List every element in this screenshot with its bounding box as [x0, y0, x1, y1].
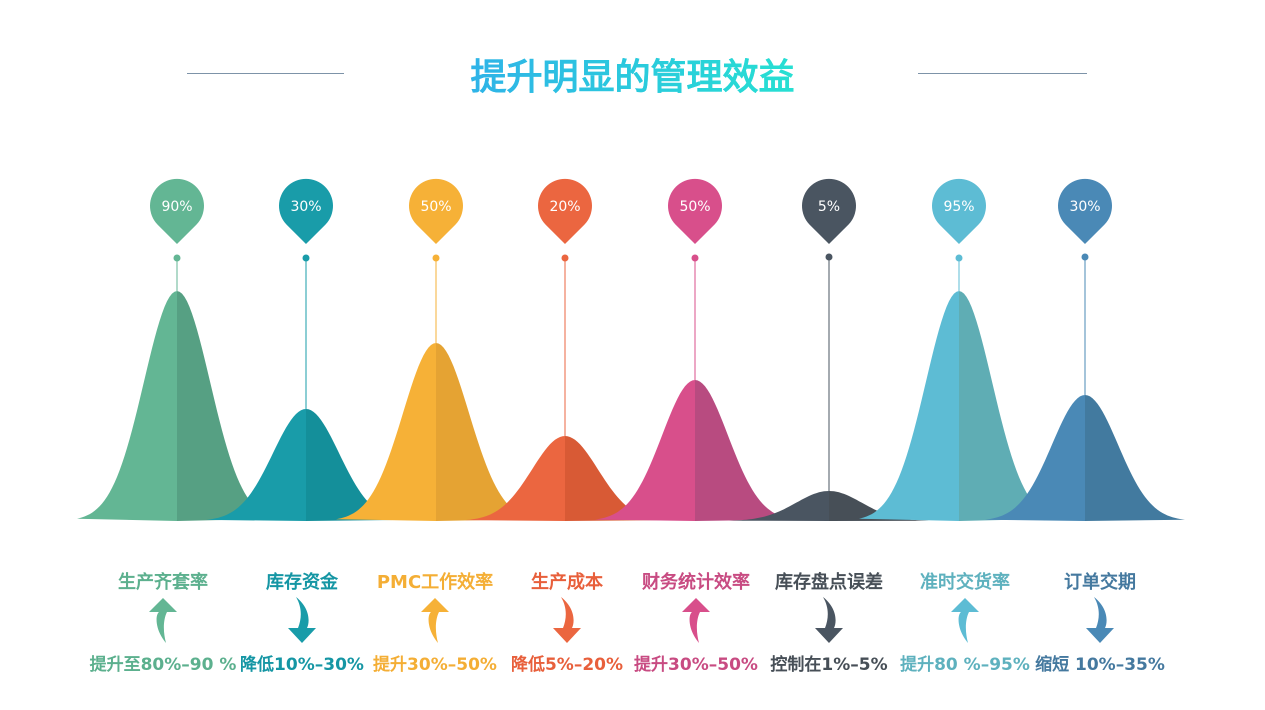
bell-curve-right — [177, 291, 277, 521]
bell-curve-right — [306, 409, 406, 521]
map-pin-icon — [668, 178, 723, 244]
title-rule-right — [918, 73, 1087, 74]
category-label: 生产成本 — [531, 572, 603, 593]
curved-arrow-up-icon — [951, 598, 979, 643]
map-pin-icon — [1058, 178, 1112, 244]
curved-arrow-down-icon — [553, 597, 581, 643]
percent-value: 30% — [1069, 199, 1100, 215]
bell-curve-right — [695, 380, 795, 521]
percent-value: 30% — [290, 199, 321, 215]
category-label: PMC工作效率 — [376, 572, 494, 593]
bell-curve-right — [436, 343, 536, 521]
connector-dot — [432, 254, 440, 262]
curved-arrow-up-icon — [682, 598, 710, 643]
curved-arrow-down-icon — [815, 597, 843, 643]
bell-curve-left — [729, 491, 829, 521]
connector-dot — [825, 253, 833, 261]
bell-curve-left — [77, 291, 177, 521]
change-range-label: 降低5%–20% — [510, 655, 624, 675]
change-range-label: 提升80 %–95% — [900, 655, 1030, 675]
change-range-label: 提升30%–50% — [634, 655, 758, 675]
curved-arrow-down-icon — [288, 597, 316, 643]
percent-value: 95% — [943, 199, 974, 215]
bell-curve-left — [465, 436, 565, 521]
percent-value: 90% — [161, 199, 192, 215]
bell-curve-left — [206, 409, 306, 521]
bell-curve-right — [959, 291, 1059, 521]
connector-dot — [561, 254, 569, 262]
percent-value: 5% — [818, 199, 840, 215]
curved-arrow-up-icon — [149, 598, 177, 643]
percent-value: 50% — [679, 199, 710, 215]
connector-dot — [302, 254, 310, 262]
category-label: 生产齐套率 — [118, 572, 208, 593]
connector-dot — [173, 254, 181, 262]
category-label: 订单交期 — [1064, 572, 1136, 593]
title-rule-left — [187, 73, 344, 74]
page-title: 提升明显的管理效益 — [0, 48, 1265, 100]
category-label: 库存盘点误差 — [775, 572, 883, 593]
connector-dot — [955, 254, 963, 262]
bell-curve-left — [985, 395, 1085, 521]
bell-curve-left — [859, 291, 959, 521]
bell-curve-left — [336, 343, 436, 521]
map-pin-icon — [931, 178, 986, 244]
change-range-label: 提升30%–50% — [373, 655, 497, 675]
map-pin-icon — [279, 178, 334, 244]
map-pin-icon — [408, 178, 463, 244]
category-label: 准时交货率 — [920, 572, 1010, 593]
category-label: 财务统计效率 — [642, 572, 750, 593]
connector-dot — [691, 254, 699, 262]
change-range-label: 提升至80%–90 % — [89, 655, 237, 675]
bell-curve-right — [1085, 395, 1185, 521]
percent-value: 20% — [549, 199, 580, 215]
bell-curve-right — [565, 436, 665, 521]
bell-curve-left — [595, 380, 695, 521]
map-pin-icon — [150, 178, 204, 244]
curved-arrow-down-icon — [1086, 597, 1114, 643]
curved-arrow-up-icon — [421, 598, 449, 643]
change-range-label: 降低10%–30% — [240, 655, 364, 675]
bell-curve-right — [829, 491, 929, 521]
change-range-label: 控制在1%–5% — [770, 655, 888, 675]
change-range-label: 缩短 10%–35% — [1035, 655, 1165, 675]
connector-dot — [1081, 253, 1089, 261]
map-pin-icon — [802, 178, 857, 244]
category-label: 库存资金 — [266, 572, 338, 593]
percent-value: 50% — [420, 199, 451, 215]
map-pin-icon — [538, 178, 592, 244]
